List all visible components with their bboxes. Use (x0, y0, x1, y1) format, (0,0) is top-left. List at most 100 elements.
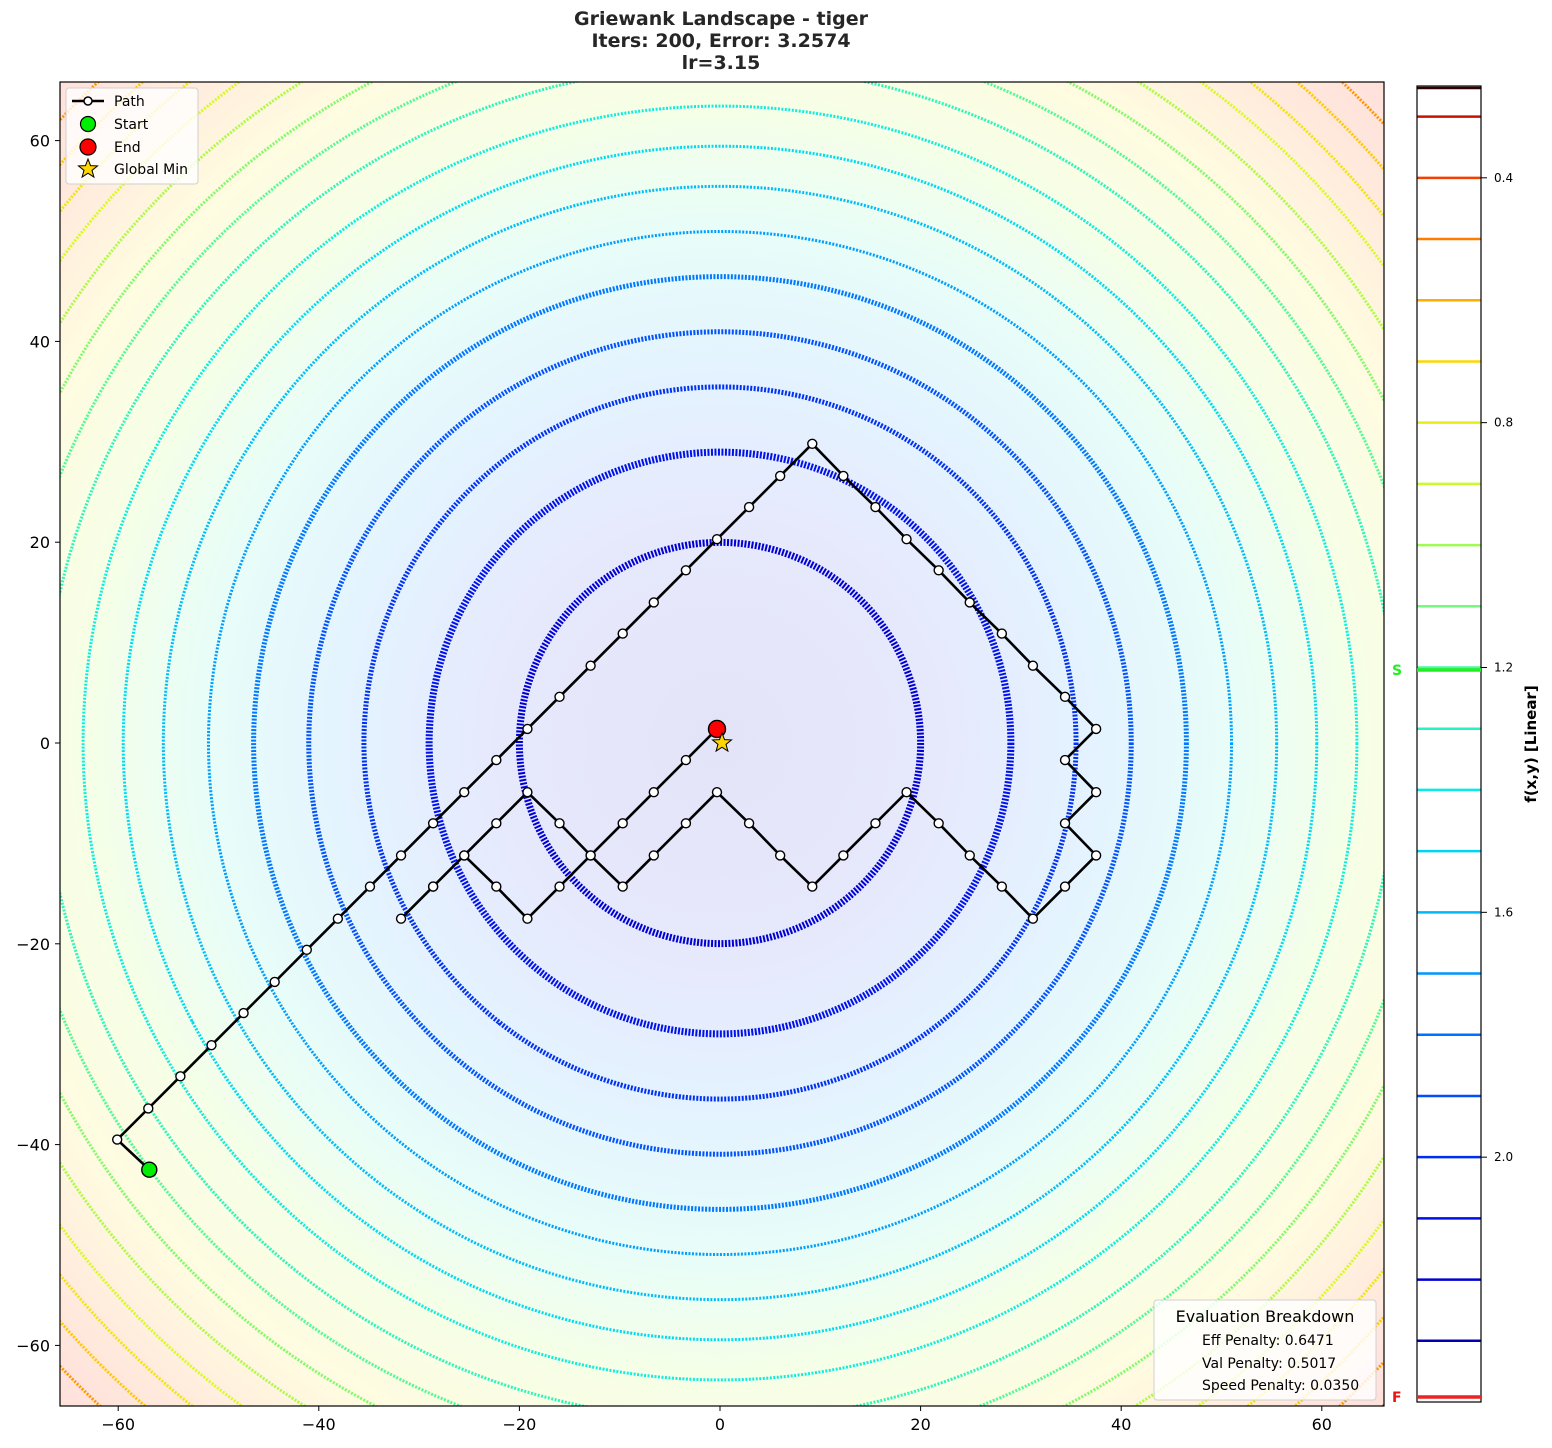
contour-ring (161, 184, 1279, 1302)
path-node (554, 691, 565, 703)
colorbar-body (1417, 86, 1481, 1402)
path-node (1027, 660, 1039, 671)
title-line-3: lr=3.15 (681, 52, 761, 74)
path-node (774, 850, 786, 861)
colorbar-label: f(x,y) [Linear] (1522, 685, 1540, 802)
contour-ring (206, 229, 1234, 1257)
y-tick-label: 60 (30, 132, 50, 151)
y-tick-label: −40 (16, 1136, 50, 1155)
legend-label-global-min: Global Min (114, 162, 188, 178)
path-node (648, 597, 660, 608)
path-node (301, 944, 312, 956)
contour-ring (425, 448, 1015, 1038)
contour-ring (306, 329, 1134, 1157)
path-node (269, 976, 280, 988)
path-node (648, 786, 660, 798)
end-marker (707, 719, 727, 739)
path-node (711, 533, 723, 545)
legend-item-end: End (79, 138, 141, 156)
colorbar-tick-label: 2.0 (1494, 1150, 1513, 1164)
path-node (1059, 818, 1071, 829)
title-line-1: Griewank Landscape - tiger (573, 8, 869, 30)
x-tick-label: 0 (715, 1415, 725, 1434)
speed-penalty: Speed Penalty: 0.0350 (1202, 1378, 1359, 1394)
path-node (1090, 850, 1102, 861)
evaluation-title: Evaluation Breakdown (1176, 1307, 1355, 1326)
path-node (964, 850, 975, 861)
star-icon (77, 157, 99, 179)
path-node (996, 881, 1008, 892)
path-node (743, 501, 755, 513)
legend-label-path: Path (114, 94, 145, 110)
path-node (206, 1040, 217, 1051)
colorbar-levels (1417, 86, 1481, 1343)
path-node (585, 660, 596, 671)
colorbar-ticks: 2.0 1.6 1.2 0.8 0.4 (1481, 171, 1513, 1164)
colorbar-tick-label: 0.4 (1494, 171, 1513, 185)
path-node (522, 786, 533, 798)
path-node (1027, 913, 1039, 924)
path-node (491, 818, 502, 829)
path-node (1059, 754, 1071, 766)
path-node (459, 850, 470, 861)
evaluation-breakdown: Evaluation Breakdown Eff Penalty: 0.6471… (1153, 1299, 1377, 1401)
path-node (522, 913, 533, 924)
x-axis: −60 −40 −20 0 20 40 60 (101, 1406, 1332, 1434)
path-node (838, 850, 849, 861)
path-node (964, 597, 975, 608)
path-node (585, 850, 596, 861)
colorbar-tick-label: 1.2 (1494, 660, 1513, 674)
path-node (427, 818, 439, 829)
legend-item-start: Start (79, 115, 149, 133)
y-tick-label: −60 (16, 1336, 50, 1355)
path-node (870, 818, 881, 829)
y-axis: −60 −40 −20 0 20 40 60 (16, 132, 60, 1355)
contour-ring (251, 274, 1189, 1212)
path-node (617, 628, 628, 639)
path-node (332, 913, 344, 924)
x-tick-label: −60 (101, 1415, 135, 1434)
path-node (175, 1071, 186, 1082)
path-node (933, 818, 944, 829)
path-node (522, 723, 533, 735)
x-tick-label: 40 (1111, 1415, 1131, 1434)
colorbar-tick-label: 1.6 (1494, 905, 1513, 919)
eff-penalty: Eff Penalty: 0.6471 (1202, 1333, 1334, 1349)
path-node (1090, 723, 1102, 735)
path-node (491, 881, 502, 892)
start-circle-icon (79, 115, 97, 133)
path-node (711, 786, 723, 798)
colorbar-tick-label: 0.8 (1494, 416, 1513, 430)
legend-label-start: Start (114, 117, 149, 133)
path-node (648, 850, 660, 861)
path-node (680, 754, 692, 766)
path-node (395, 913, 407, 924)
path-node (1090, 786, 1102, 798)
path-node (807, 438, 818, 450)
path-node (680, 818, 692, 829)
x-tick-label: 20 (910, 1415, 930, 1434)
end-circle-icon (79, 138, 97, 156)
colorbar-start-marker: S (1392, 663, 1402, 679)
path-node (996, 628, 1008, 639)
global-min-marker (711, 731, 733, 753)
plot-frame (59, 81, 1385, 1407)
y-tick-label: 0 (40, 734, 50, 753)
path-node (1059, 881, 1071, 892)
y-tick-label: −20 (16, 935, 50, 954)
path-node (933, 565, 944, 576)
path-node (111, 1134, 123, 1145)
legend-item-path: Path (72, 94, 145, 110)
legend-item-global-min: Global Min (77, 157, 188, 179)
colorbar-final-marker: F (1392, 1390, 1402, 1406)
path-node (364, 881, 376, 892)
colorbar: 2.0 1.6 1.2 0.8 0.4 S F f(x,y) [Linear] (1392, 85, 1540, 1406)
contour-ring (121, 144, 1319, 1342)
path-node (238, 1007, 249, 1019)
path-node (774, 470, 786, 482)
path-node (901, 786, 912, 798)
path-node (870, 501, 881, 513)
path-node (1059, 691, 1071, 703)
path-node-icon (83, 96, 93, 106)
